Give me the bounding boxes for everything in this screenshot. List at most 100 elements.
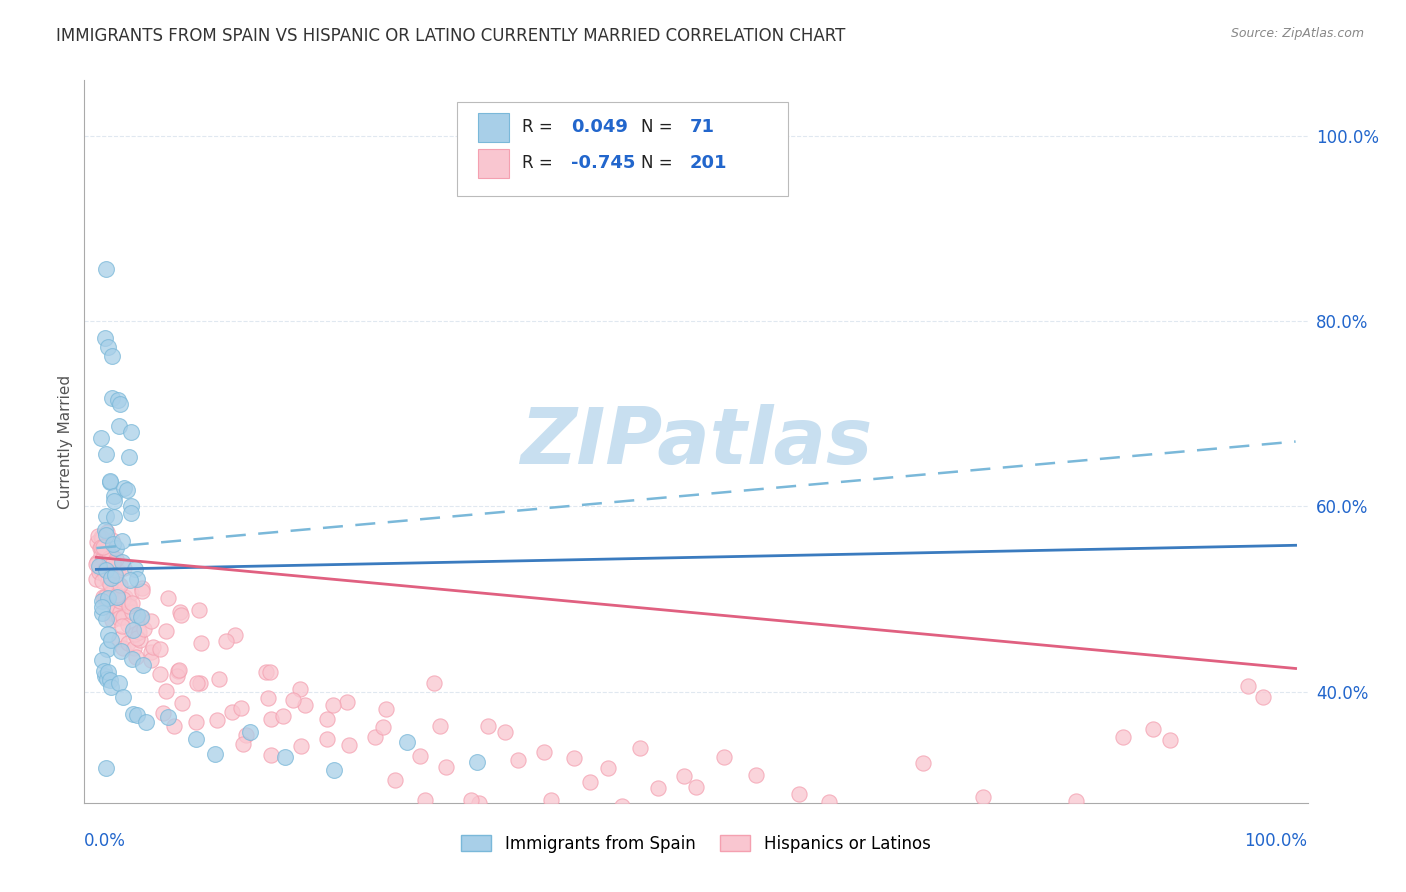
Point <box>86 534 108 549</box>
Point <box>103 607 125 621</box>
Point <box>94 447 117 461</box>
Point <box>120 585 142 599</box>
Point <box>166 669 188 683</box>
Point <box>973 880 995 892</box>
Point <box>104 601 127 615</box>
Point <box>101 537 124 551</box>
Point <box>107 590 129 604</box>
Point <box>98 550 121 565</box>
Point <box>104 599 127 614</box>
Point <box>103 581 125 595</box>
Point <box>1188 807 1211 822</box>
Point <box>93 668 115 682</box>
Point <box>207 672 229 686</box>
Point <box>294 698 316 712</box>
Point <box>720 821 742 835</box>
Point <box>91 593 114 607</box>
Point <box>157 709 180 723</box>
Point <box>122 641 145 656</box>
Point <box>118 450 141 464</box>
Point <box>108 605 131 619</box>
Point <box>628 741 651 756</box>
Point <box>101 591 124 605</box>
Point <box>932 822 955 837</box>
Point <box>110 644 132 658</box>
Text: 0.0%: 0.0% <box>84 831 127 850</box>
Point <box>89 561 111 575</box>
Point <box>142 640 165 655</box>
Point <box>231 737 253 751</box>
Text: 201: 201 <box>690 154 727 172</box>
Point <box>94 523 117 537</box>
Point <box>1152 871 1174 886</box>
Point <box>94 761 117 775</box>
Legend: Immigrants from Spain, Hispanics or Latinos: Immigrants from Spain, Hispanics or Lati… <box>454 828 938 860</box>
Bar <box>478 112 509 142</box>
Point <box>103 494 125 508</box>
Point <box>637 853 659 867</box>
FancyBboxPatch shape <box>457 102 787 196</box>
Point <box>1090 816 1112 830</box>
Point <box>1130 879 1153 892</box>
Point <box>610 799 633 814</box>
Point <box>86 555 108 569</box>
Point <box>204 747 226 761</box>
Point <box>108 676 131 690</box>
Point <box>508 753 530 767</box>
Point <box>90 548 112 562</box>
Point <box>91 541 114 555</box>
Point <box>91 590 114 604</box>
Point <box>111 610 134 624</box>
Point <box>105 552 128 566</box>
Point <box>288 682 311 697</box>
Text: R =: R = <box>522 119 558 136</box>
Point <box>96 524 118 539</box>
Point <box>513 809 536 823</box>
Point <box>578 775 600 789</box>
Point <box>104 567 127 582</box>
Point <box>900 838 922 852</box>
Point <box>155 624 177 638</box>
Point <box>94 568 117 582</box>
Point <box>169 605 191 619</box>
Point <box>117 636 139 650</box>
Point <box>260 748 283 763</box>
Text: N =: N = <box>641 119 678 136</box>
Point <box>111 591 134 606</box>
Point <box>215 634 238 648</box>
Point <box>112 640 135 655</box>
Point <box>94 546 117 560</box>
Text: IMMIGRANTS FROM SPAIN VS HISPANIC OR LATINO CURRENTLY MARRIED CORRELATION CHART: IMMIGRANTS FROM SPAIN VS HISPANIC OR LAT… <box>56 27 845 45</box>
Point <box>415 792 437 806</box>
Point <box>163 719 186 733</box>
Point <box>93 665 115 679</box>
Point <box>103 570 125 584</box>
Point <box>103 574 125 589</box>
Point <box>90 574 112 588</box>
Point <box>100 571 122 585</box>
Point <box>108 578 131 592</box>
Point <box>139 653 162 667</box>
Text: 100.0%: 100.0% <box>1244 831 1308 850</box>
Point <box>283 693 305 707</box>
Point <box>1112 730 1135 744</box>
Point <box>868 838 890 853</box>
Point <box>114 590 136 604</box>
Point <box>97 665 120 679</box>
Point <box>104 568 127 582</box>
Point <box>562 751 585 765</box>
Point <box>972 790 994 805</box>
Point <box>257 690 280 705</box>
Point <box>121 707 143 722</box>
Point <box>86 557 108 571</box>
Point <box>149 642 172 657</box>
Point <box>101 533 124 547</box>
Point <box>90 600 112 615</box>
Point <box>149 667 172 681</box>
Point <box>91 539 114 553</box>
Point <box>863 830 886 844</box>
Point <box>371 720 394 734</box>
Point <box>120 425 142 440</box>
Point <box>98 577 121 591</box>
Point <box>1227 890 1250 892</box>
